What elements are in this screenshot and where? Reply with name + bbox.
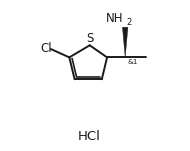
Text: 2: 2 [127,18,132,27]
Text: NH: NH [106,12,124,25]
Text: &1: &1 [127,59,137,65]
Text: Cl: Cl [41,42,52,55]
Polygon shape [123,27,128,57]
Text: S: S [86,32,93,45]
Text: HCl: HCl [78,130,100,143]
